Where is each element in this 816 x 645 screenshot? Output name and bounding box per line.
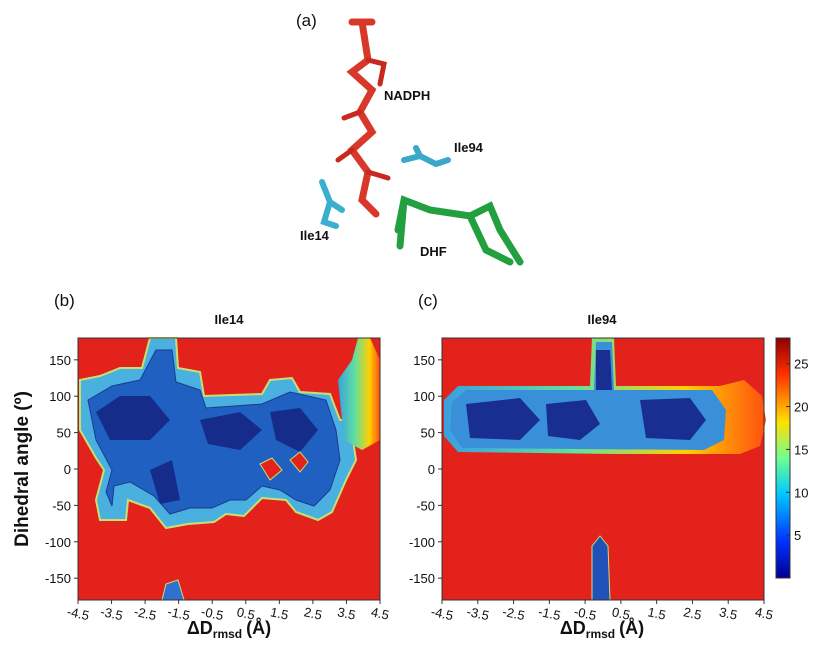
- x-label-sub: rmsd: [586, 627, 615, 640]
- y-tick-label: -100: [45, 535, 71, 550]
- colorbar: [776, 338, 790, 578]
- molecule-label: NADPH: [384, 88, 430, 103]
- x-tick-label: -1.5: [166, 604, 191, 623]
- y-tick-label: -100: [409, 535, 435, 550]
- x-tick-label: 2.5: [682, 604, 703, 622]
- x-tick-label: 4.5: [754, 604, 775, 622]
- molecule-label: Ile94: [454, 140, 484, 155]
- x-tick-label: 1.5: [646, 604, 667, 622]
- panel-label: (b): [54, 291, 75, 310]
- x-tick-label: -1.5: [537, 604, 562, 623]
- x-tick-label: 2.5: [303, 604, 324, 622]
- x-label-main: ΔD: [560, 618, 586, 638]
- y-tick-label: 150: [413, 353, 435, 368]
- x-tick-label: 0.5: [611, 604, 632, 622]
- x-tick-label: 1.5: [269, 604, 290, 622]
- x-tick-label: -3.5: [465, 604, 490, 623]
- x-tick-label: -3.5: [99, 604, 124, 623]
- x-tick-label: 3.5: [718, 604, 739, 622]
- x-tick-label: -2.5: [133, 604, 158, 623]
- x-label-main: ΔD: [187, 618, 213, 638]
- y-tick-label: -50: [52, 498, 71, 513]
- y-tick-label: -150: [45, 571, 71, 586]
- page: (a) NADPH Ile94 Ile14 DHF (b) (c) Ile14 …: [0, 0, 816, 645]
- colorbar-tick-label: 20: [794, 400, 808, 415]
- molecule-label: Ile14: [300, 228, 330, 243]
- y-tick-label: 50: [421, 426, 435, 441]
- panel-label: (c): [418, 291, 438, 310]
- y-tick-label: 0: [64, 462, 71, 477]
- x-tick-label: -2.5: [501, 604, 526, 623]
- panel-label: (a): [296, 11, 317, 30]
- x-label-sub: rmsd: [213, 627, 242, 640]
- colorbar-tick-label: 25: [794, 357, 808, 372]
- colorbar-tick-label: 10: [794, 485, 808, 500]
- y-tick-label: 100: [413, 389, 435, 404]
- y-tick-label: -150: [409, 571, 435, 586]
- y-tick-label: -50: [416, 498, 435, 513]
- x-axis-label: ΔDrmsd(Å): [560, 618, 644, 640]
- colorbar-tick-label: 15: [794, 442, 808, 457]
- x-tick-label: 4.5: [370, 604, 391, 622]
- molecule-structure: [322, 22, 520, 262]
- chart-title: Ile14: [215, 312, 245, 327]
- x-axis-label: ΔDrmsd(Å): [187, 618, 271, 640]
- y-tick-label: 100: [49, 389, 71, 404]
- y-tick-label: 50: [57, 426, 71, 441]
- x-tick-label: -4.5: [430, 604, 455, 623]
- figure: (a) NADPH Ile94 Ile14 DHF (b) (c) Ile14 …: [0, 0, 816, 640]
- x-tick-label: -4.5: [66, 604, 91, 623]
- molecule-label: DHF: [420, 244, 447, 259]
- colorbar-tick-label: 5: [794, 528, 801, 543]
- y-tick-label: 150: [49, 353, 71, 368]
- y-tick-label: 0: [428, 462, 435, 477]
- chart-title: Ile94: [588, 312, 618, 327]
- x-tick-label: 0.5: [235, 604, 256, 622]
- contour-region: [592, 536, 610, 600]
- y-axis-label: Dihedral angle (º): [12, 391, 33, 547]
- x-tick-label: 3.5: [336, 604, 357, 622]
